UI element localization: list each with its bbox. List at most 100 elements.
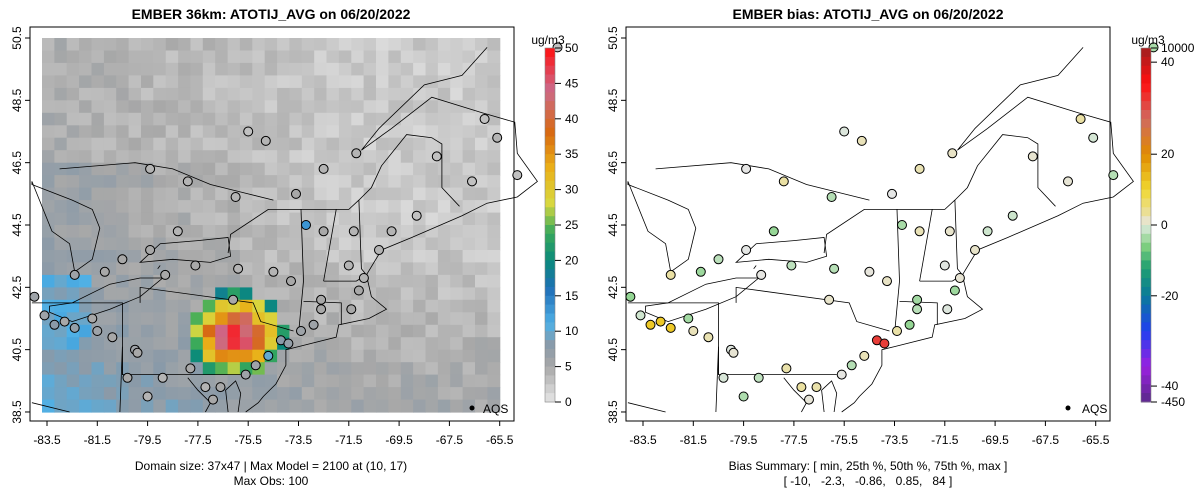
grid-cell: [450, 337, 464, 351]
grid-cell: [79, 187, 92, 201]
grid-cell: [376, 362, 389, 376]
grid-cell: [376, 150, 389, 164]
colorbar-segment: [1141, 384, 1151, 394]
grid-cell: [66, 337, 80, 351]
grid-cell: [79, 75, 92, 89]
grid-cell: [314, 399, 328, 413]
colorbar-segment: [1141, 216, 1151, 226]
grid-cell: [475, 349, 488, 363]
grid-cell: [116, 225, 130, 238]
grid-cell: [400, 62, 414, 76]
grid-cell: [363, 50, 377, 64]
grid-cell: [437, 324, 451, 338]
grid-cell: [462, 250, 476, 263]
state-border: [298, 134, 460, 335]
grid-cell: [42, 87, 55, 101]
grid-cell: [66, 225, 80, 238]
grid-cell: [437, 362, 451, 376]
grid-cell: [190, 225, 204, 238]
grid-cell: [227, 162, 241, 176]
state-border: [323, 209, 337, 282]
station-point: [947, 148, 958, 159]
grid-cell: [141, 374, 154, 388]
grid-cell: [450, 112, 464, 126]
grid-cell: [190, 200, 204, 214]
grid-cell: [66, 75, 80, 89]
grid-cell: [351, 100, 365, 114]
grid-cell: [400, 250, 414, 263]
grid-cell: [54, 299, 68, 313]
grid-cell: [165, 374, 179, 388]
grid-cell: [116, 87, 130, 101]
grid-cell: [475, 374, 488, 388]
grid-cell: [425, 175, 439, 189]
grid-cell: [141, 38, 154, 51]
grid-cell: [338, 250, 352, 263]
grid-cell: [289, 112, 303, 126]
station-point: [318, 226, 329, 237]
grid-cell: [153, 349, 167, 363]
grid-cell: [487, 75, 501, 89]
station-point: [944, 226, 955, 237]
grid-cell: [475, 162, 488, 176]
x-tick-label: -69.5: [981, 433, 1009, 447]
grid-cell: [450, 324, 464, 338]
grid-cell: [326, 125, 340, 139]
grid-cell: [153, 212, 167, 226]
grid-cell: [178, 312, 191, 326]
grid-cell: [128, 62, 142, 76]
grid-cell: [314, 337, 328, 351]
grid-cell: [450, 62, 464, 76]
station-point: [829, 263, 840, 274]
grid-cell: [351, 200, 365, 214]
grid-cell: [79, 237, 92, 251]
grid-cell: [91, 75, 105, 89]
grid-cell: [153, 38, 167, 51]
station-point: [756, 269, 767, 280]
grid-cell: [190, 187, 204, 201]
grid-cell: [450, 362, 464, 376]
grid-cell: [91, 100, 105, 114]
grid-cell: [103, 150, 117, 164]
grid-cell: [475, 62, 488, 76]
grid-cell: [413, 287, 426, 301]
grid-cell: [487, 100, 501, 114]
grid-cell: [190, 212, 204, 226]
grid-cell: [277, 38, 290, 51]
grid-cell: [376, 287, 389, 301]
colorbar-tick-label: 20: [565, 253, 579, 267]
station-point: [912, 294, 923, 305]
grid-cell: [326, 162, 340, 176]
grid-cell: [314, 237, 328, 251]
grid-cell: [178, 100, 191, 114]
grid-cell: [54, 262, 68, 276]
grid-cell: [376, 50, 389, 64]
grid-cell: [326, 399, 340, 413]
grid-cell: [239, 50, 253, 64]
grid-cell: [388, 349, 402, 363]
grid-cell: [462, 374, 476, 388]
grid-cell: [215, 162, 229, 176]
grid-cell: [376, 137, 389, 151]
colorbar-segment: [545, 136, 555, 146]
grid-cell: [326, 374, 340, 388]
grid-cell: [413, 274, 426, 288]
grid-cell: [388, 200, 402, 214]
colorbar-tick-label: 25: [565, 218, 579, 232]
grid-cell: [202, 349, 216, 363]
colorbar-segment: [545, 101, 555, 111]
y-tick-label: 50.5: [606, 26, 620, 50]
grid-cell: [227, 87, 241, 101]
y-tick-label: 42.5: [606, 275, 620, 299]
station-point: [703, 332, 714, 343]
lake-huron: [31, 181, 101, 273]
colorbar-segment: [545, 74, 555, 84]
grid-cell: [54, 50, 68, 64]
grid-cell: [289, 87, 303, 101]
grid-cell: [215, 312, 229, 326]
grid-cell: [66, 287, 80, 301]
colorbar-segment: [1141, 92, 1151, 102]
grid-cell: [79, 100, 92, 114]
grid-cell: [338, 312, 352, 326]
grid-cell: [66, 349, 80, 363]
